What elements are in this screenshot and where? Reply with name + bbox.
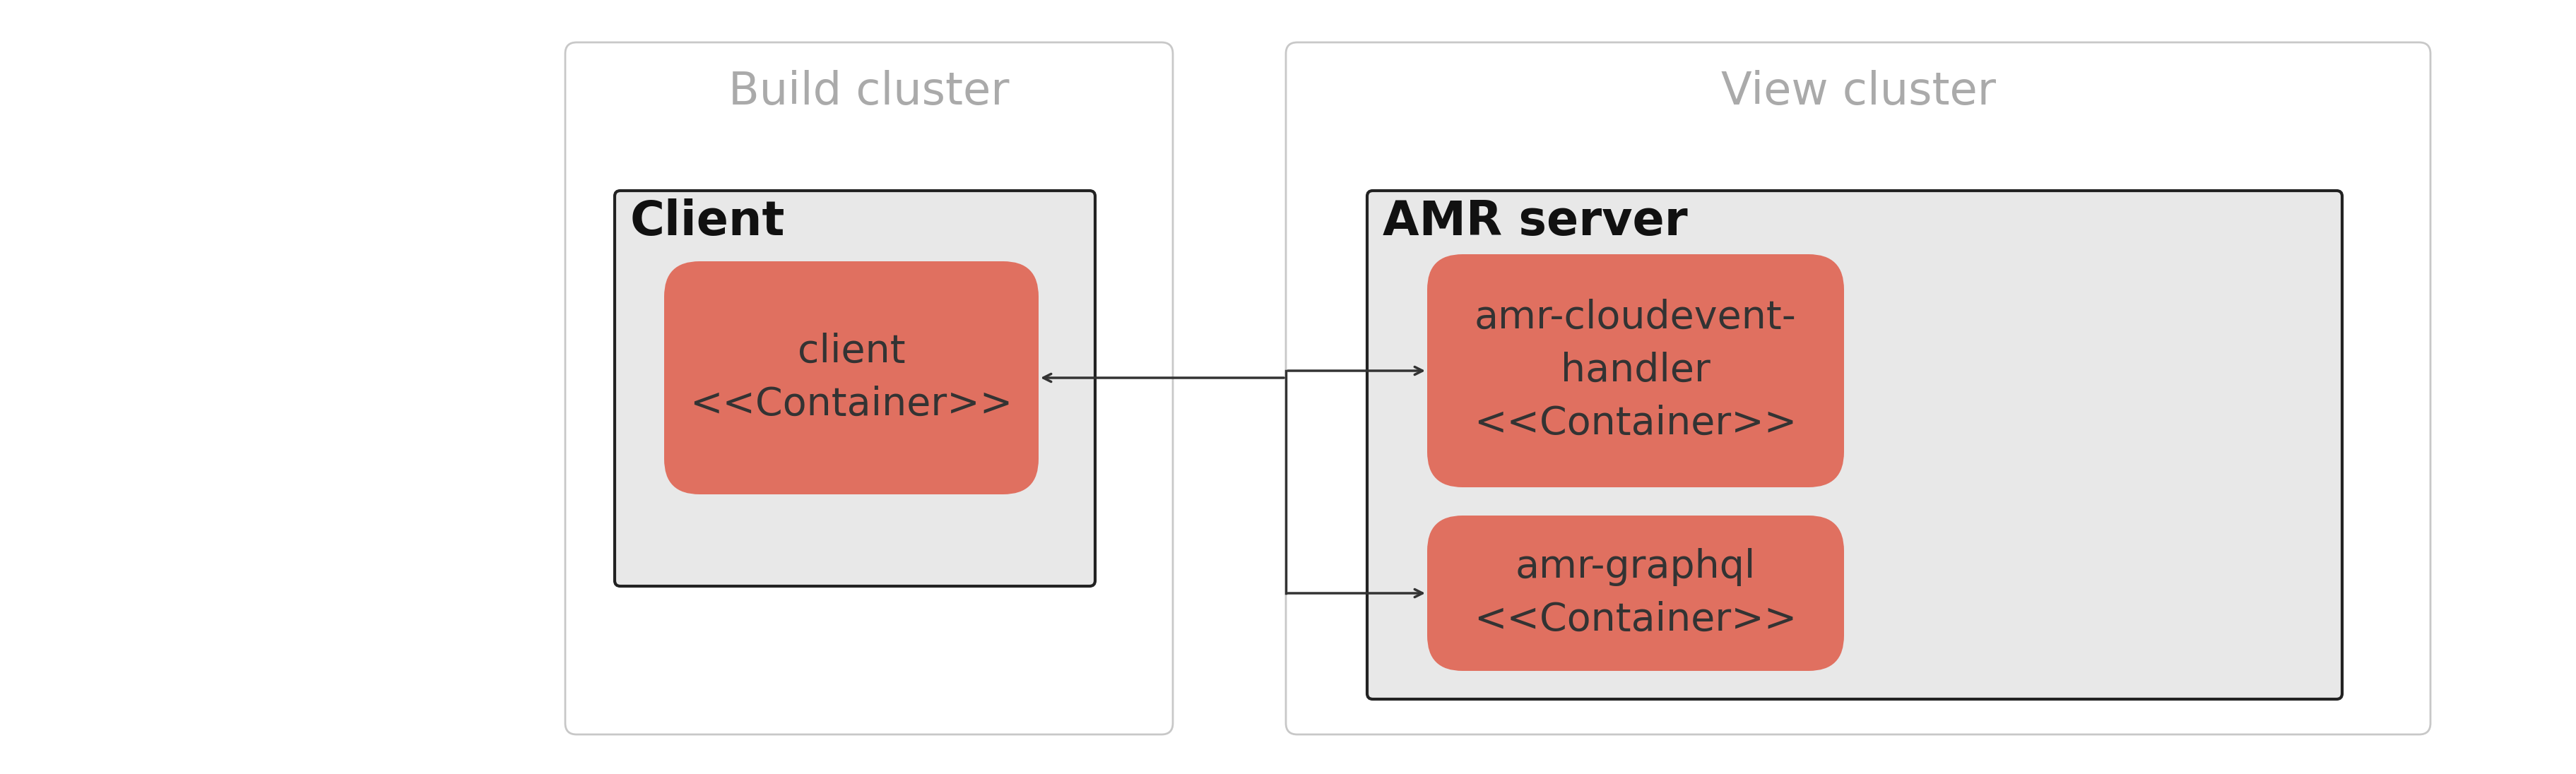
FancyBboxPatch shape [1285,43,2429,735]
Text: AMR server: AMR server [1383,198,1687,245]
FancyBboxPatch shape [1427,515,1844,671]
Text: Build cluster: Build cluster [729,70,1010,114]
FancyBboxPatch shape [564,43,1172,735]
FancyBboxPatch shape [1427,254,1844,488]
FancyBboxPatch shape [616,190,1095,586]
FancyBboxPatch shape [1368,190,2342,699]
Text: amr-graphql
<<Container>>: amr-graphql <<Container>> [1473,548,1798,639]
Text: amr-cloudevent-
handler
<<Container>>: amr-cloudevent- handler <<Container>> [1473,299,1798,443]
Text: Client: Client [631,198,786,245]
FancyBboxPatch shape [665,262,1038,495]
Text: View cluster: View cluster [1721,70,1996,114]
Text: client
<<Container>>: client <<Container>> [690,332,1012,423]
